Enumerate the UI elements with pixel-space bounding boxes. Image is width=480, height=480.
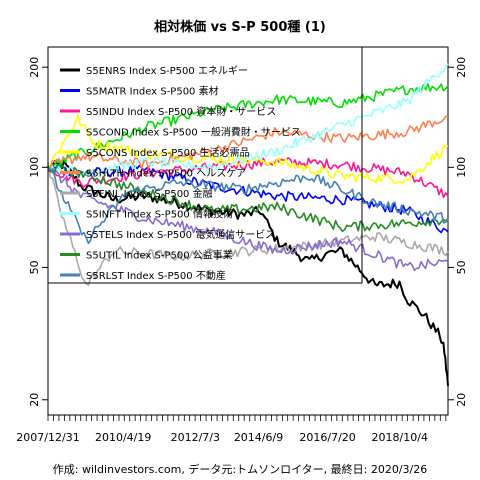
x-tick-label: 2018/10/4 [372, 431, 428, 444]
series-line-6 [47, 115, 449, 170]
legend-label: S5COND Index S-P500 一般消費財・サービス [86, 126, 301, 139]
legend-label: S5INFT Index S-P500 情報技術 [86, 208, 233, 221]
series-line-1 [47, 159, 449, 387]
axis-layer: 20 20 50 50 100 100 200 200 2007/12/31 2010/4/19 2… [16, 57, 468, 444]
y-tick-label-right: 100 [455, 157, 468, 178]
x-tick-label: 2014/6/9 [234, 431, 283, 444]
legend-label: S5FINL Index S-P500 金融 [86, 187, 213, 200]
legend: S5ENRS Index S-P500 エネルギー S5MATR Index S-… [47, 46, 363, 284]
series-line-11 [47, 168, 449, 245]
series-line-4 [47, 83, 449, 171]
chart-footer: 作成: wildinvestors.com, データ元:トムソンロイター, 最終… [53, 462, 427, 476]
legend-label: S5RLST Index S-P500 不動産 [86, 269, 226, 282]
series-line-8 [47, 63, 449, 178]
y-tick-label-left: 50 [28, 260, 41, 274]
series-layer [47, 63, 449, 387]
legend-label: S5CONS Index S-P500 生活必需品 [86, 146, 250, 159]
legend-label: S5HLTH Index S-P500 ヘルスケア [86, 168, 246, 180]
legend-label: S5TELS Index S-P500 電気通信サービス [86, 228, 275, 241]
y-tick-label-left: 20 [28, 393, 41, 407]
x-tick-label: 2012/7/3 [171, 431, 220, 444]
y-tick-label-left: 200 [28, 57, 41, 78]
legend-label: S5ENRS Index S-P500 エネルギー [86, 65, 248, 77]
y-tick-label-right: 20 [455, 393, 468, 407]
x-tick-label: 2007/12/31 [16, 431, 79, 444]
chart-title: 相対株価 vs S-P 500種 (1) [154, 19, 326, 35]
series-line-2 [47, 164, 449, 234]
series-line-10 [47, 163, 449, 233]
y-tick-label-left: 100 [28, 157, 41, 178]
x-tick-label: 2016/7/20 [299, 431, 355, 444]
y-tick-label-right: 50 [455, 260, 468, 274]
legend-label: S5INDU Index S-P500 資本財・サービス [86, 105, 276, 118]
x-tick-label: 2010/4/19 [95, 431, 151, 444]
legend-label: S5MATR Index S-P500 素材 [86, 85, 219, 98]
legend-box [47, 46, 363, 284]
legend-label: S5UTIL Index S-P500 公益事業 [86, 249, 233, 262]
series-line-7 [47, 162, 449, 286]
series-line-3 [47, 157, 449, 199]
series-line-5 [47, 114, 449, 185]
y-tick-label-right: 200 [455, 57, 468, 78]
